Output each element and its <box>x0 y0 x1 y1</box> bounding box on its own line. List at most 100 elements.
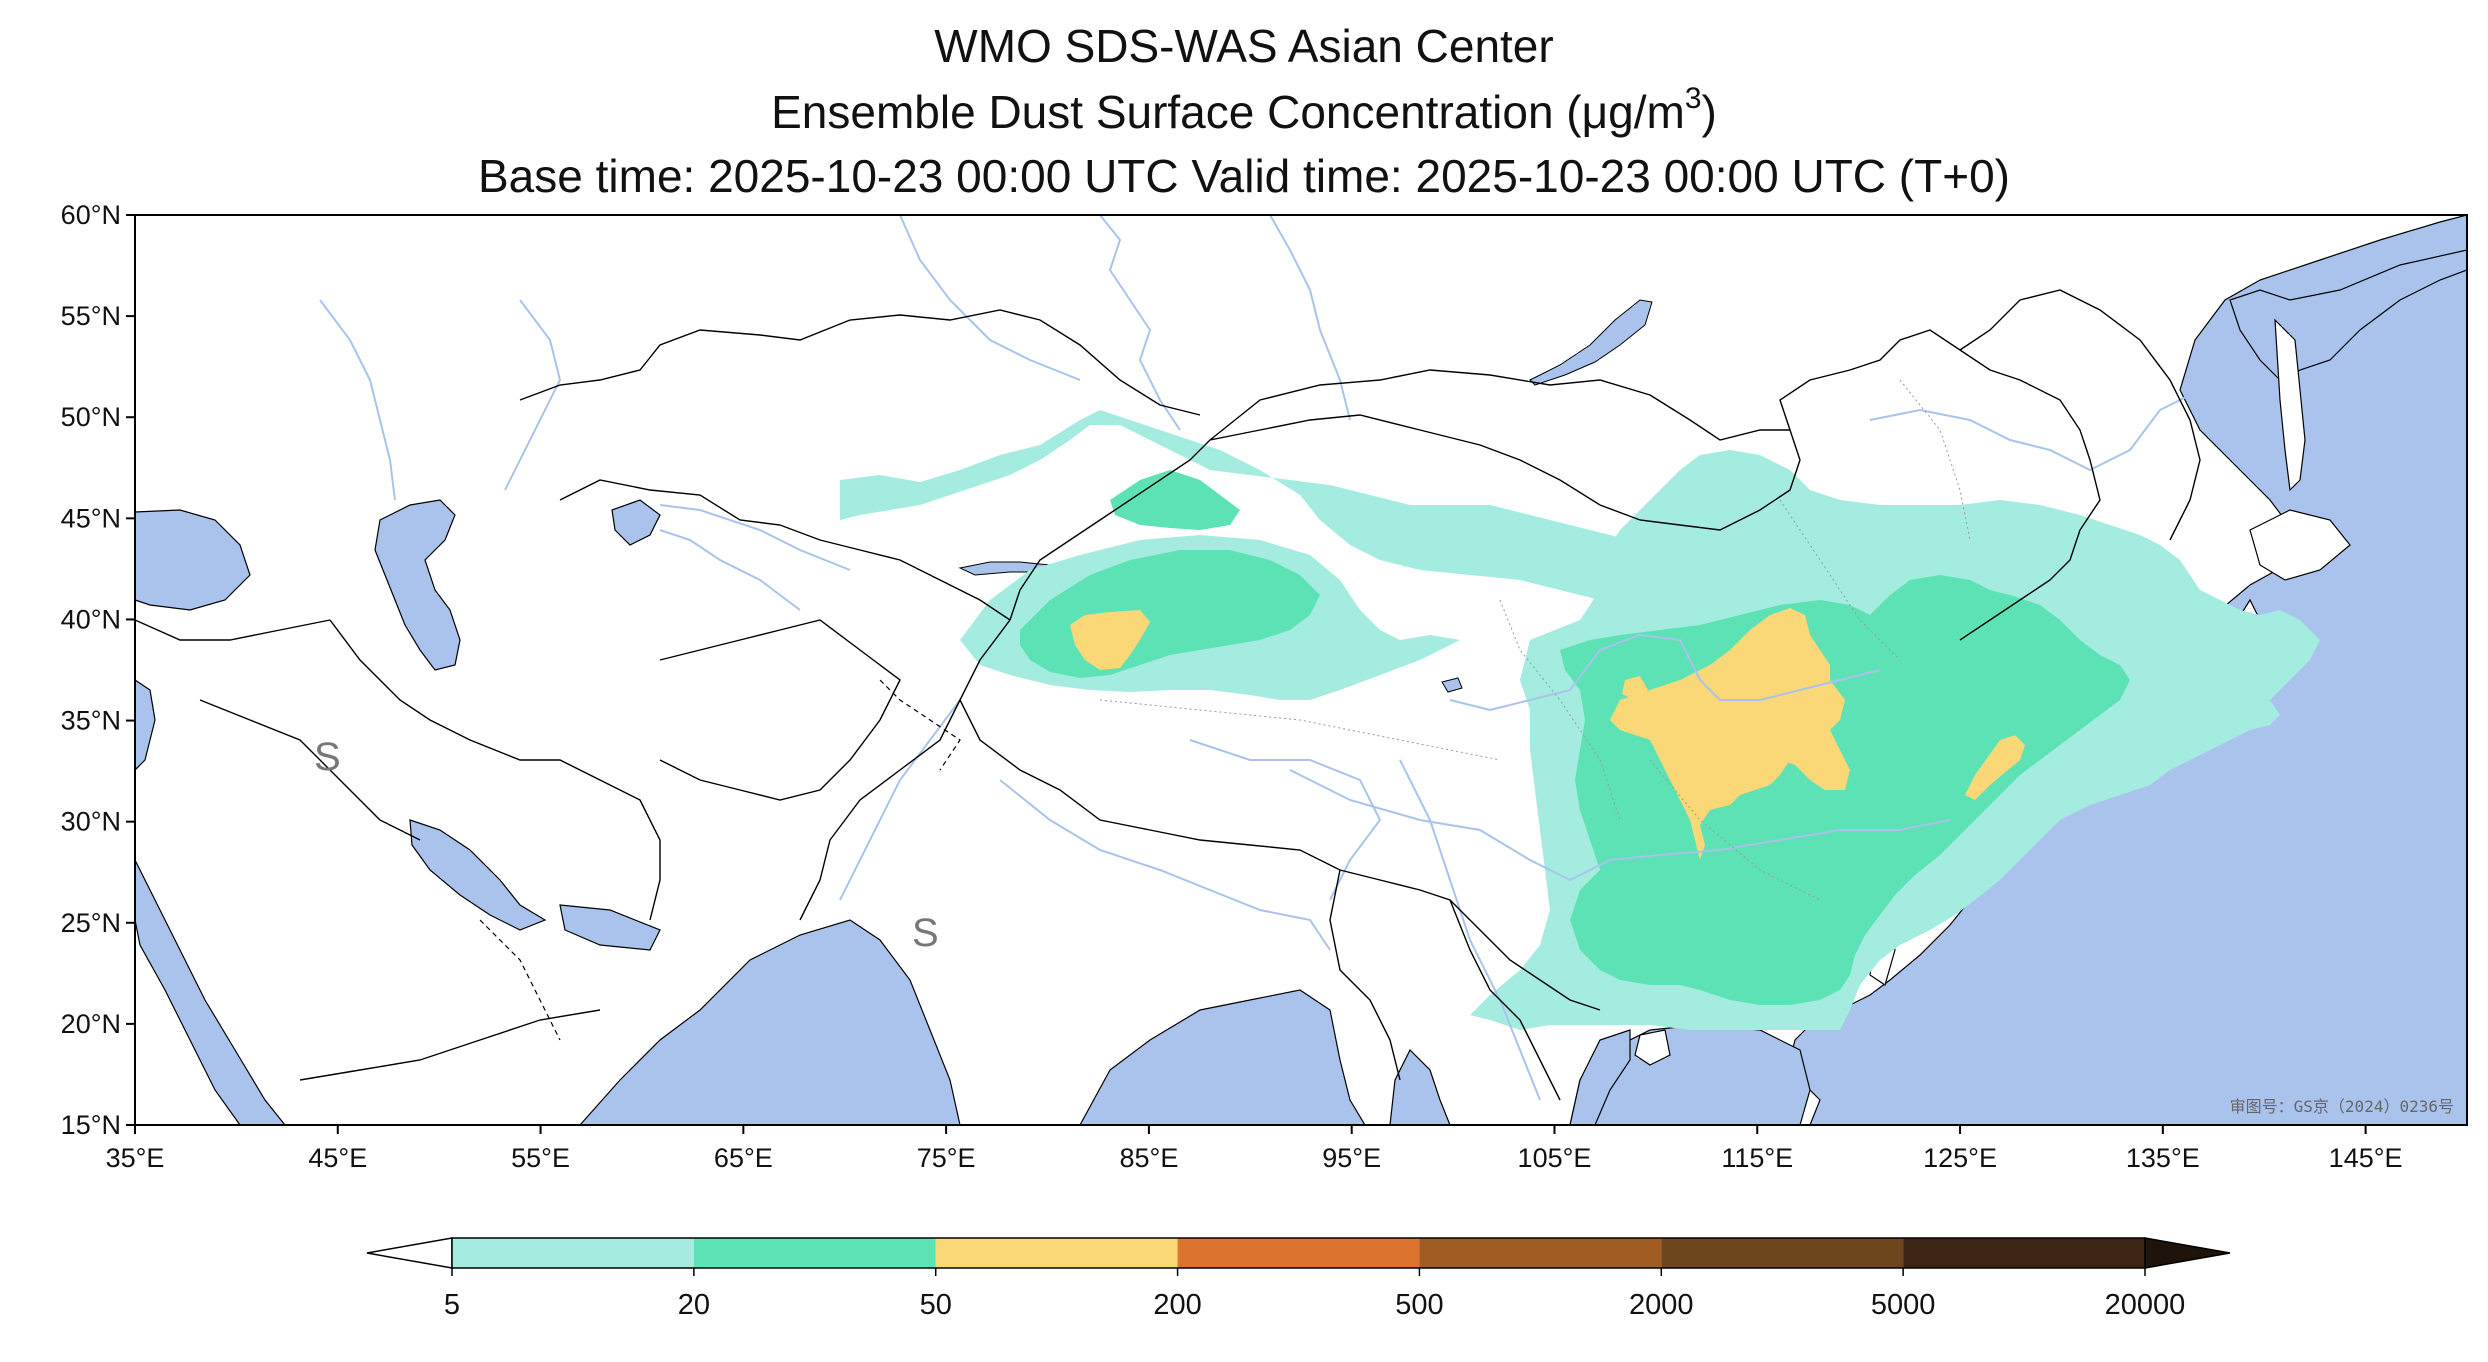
province-border-1 <box>1099 699 1501 761</box>
lat-tick-label: 50°N <box>61 402 121 432</box>
lon-tick-label: 125°E <box>1923 1143 1997 1173</box>
river-irtysh <box>899 215 1081 381</box>
border-india-pakistan <box>799 699 961 921</box>
river-mekong <box>1399 759 1541 1101</box>
dust-region-50-200-loess <box>1610 608 1850 860</box>
lon-tick-label: 55°E <box>511 1143 570 1173</box>
lat-tick-label: 40°N <box>61 604 121 634</box>
river-brahmaputra <box>1189 739 1382 901</box>
red-sea <box>135 859 286 1125</box>
border-turkey <box>135 619 331 641</box>
bay-of-bengal <box>1079 989 1366 1125</box>
colorbar-segment <box>935 1238 1178 1268</box>
colorbar-over-arrow <box>2144 1237 2231 1269</box>
dust-region-50-200-central <box>1740 690 1800 765</box>
lon-tick-label: 145°E <box>2329 1143 2403 1173</box>
unit-mu: μ <box>1581 86 1609 138</box>
title-line-2: Ensemble Dust Surface Concentration (μg/… <box>0 84 2488 140</box>
title-line-1: WMO SDS-WAS Asian Center <box>934 20 1554 72</box>
river-yangtze <box>1289 769 1951 882</box>
colorbar-segment <box>1661 1238 1904 1268</box>
river-ganges <box>999 779 1331 951</box>
river-ob <box>1099 215 1181 431</box>
map-panel: S S 审图号：GS京（2024）0236号 <box>135 215 2467 1125</box>
colorbar-tick-label: 500 <box>1395 1289 1443 1321</box>
colorbar: 5 20 50 200 500 2000 5000 20000 <box>366 1237 2231 1321</box>
japan-hokkaido <box>2249 509 2351 581</box>
dust-region-50-200-tarim <box>1070 610 1150 670</box>
border-arabia-dashed <box>479 919 561 1041</box>
river-syr <box>659 504 851 571</box>
lon-tick-label: 35°E <box>106 1143 165 1173</box>
colorbar-tick-label: 200 <box>1153 1289 1201 1321</box>
title-line-3: Base time: 2025-10-23 00:00 UTC Valid ti… <box>478 150 2010 202</box>
border-saudi-yemen <box>299 1009 601 1081</box>
lat-tick-label: 20°N <box>61 1009 121 1039</box>
map-frame <box>134 214 2468 1126</box>
watermark-stamp-1: S <box>314 735 341 779</box>
country-borders <box>135 289 2201 1101</box>
sakhalin <box>2274 318 2306 492</box>
colorbar-segment <box>1419 1238 1662 1268</box>
lat-tick-label: 25°N <box>61 908 121 938</box>
river-amur <box>1869 389 2201 472</box>
mediterranean-sea <box>135 679 156 771</box>
colorbar-segment <box>1903 1238 2145 1268</box>
lat-tick-label: 45°N <box>61 503 121 533</box>
gulf-of-tonkin <box>1569 1029 1631 1125</box>
colorbar-tick-label: 2000 <box>1629 1289 1694 1321</box>
province-border-4 <box>1779 499 1901 661</box>
lon-tick-label: 95°E <box>1322 1143 1381 1173</box>
border-iran <box>329 619 661 921</box>
lat-tick-label: 60°N <box>61 200 121 230</box>
river-amu <box>659 529 801 611</box>
border-iraq-saudi <box>199 699 421 841</box>
border-kashmir-dashed <box>879 679 961 771</box>
aral-sea <box>611 499 661 546</box>
rivers <box>319 215 2201 1101</box>
border-myanmar <box>1329 869 1401 1081</box>
lon-tick-label: 135°E <box>2126 1143 2200 1173</box>
colorbar-tick-label: 5000 <box>1871 1289 1936 1321</box>
dust-region-20-50-dzungaria <box>1110 470 1240 530</box>
caspian-sea <box>374 499 461 671</box>
border-kazakhstan-south <box>559 479 1011 621</box>
dust-region-5-20-west <box>840 410 1680 610</box>
disputed-borders <box>479 679 961 1041</box>
lon-tick-label: 85°E <box>1119 1143 1178 1173</box>
river-indus <box>839 699 961 901</box>
arabian-sea <box>579 919 961 1125</box>
lat-tick-label: 15°N <box>61 1110 121 1140</box>
lon-tick-label: 45°E <box>308 1143 367 1173</box>
border-russia-kazakhstan <box>519 309 1201 416</box>
lat-tick-label: 30°N <box>61 807 121 837</box>
province-border-5 <box>1899 379 1971 541</box>
andaman-sea <box>1389 1048 1451 1125</box>
colorbar-tick-label: 20000 <box>2105 1289 2186 1321</box>
title-line-2-suffix: ) <box>1701 86 1717 138</box>
colorbar-outline <box>451 1237 2146 1269</box>
colorbar-tick-label: 20 <box>678 1289 710 1321</box>
map-approval-number: 审图号：GS京（2024）0236号 <box>2230 1097 2454 1116</box>
longitude-ticks: 35°E 45°E 55°E 65°E 75°E 85°E 95°E 105°E 115°E 12… <box>106 1125 2403 1173</box>
lon-tick-label: 75°E <box>917 1143 976 1173</box>
gulf-of-oman <box>559 904 661 951</box>
hainan <box>1634 1029 1671 1066</box>
dust-region-50-200-small <box>1622 676 1648 700</box>
province-borders <box>1099 379 1971 901</box>
border-china-north <box>1009 329 2101 641</box>
watermark-stamp-2: S <box>912 911 939 955</box>
title-line-2-prefix: Ensemble Dust Surface Concentration ( <box>771 86 1582 138</box>
border-afghanistan <box>659 619 901 801</box>
qinghai-lake <box>1441 677 1463 693</box>
border-china-south <box>959 619 1601 1011</box>
lon-tick-label: 65°E <box>714 1143 773 1173</box>
province-border-2 <box>1499 599 1621 821</box>
river-yellow <box>1449 633 1881 712</box>
lake-baikal <box>1529 299 1653 386</box>
dust-region-50-200-jiangsu <box>1965 735 2025 800</box>
unit-rest: g/m <box>1608 86 1685 138</box>
lon-tick-label: 105°E <box>1518 1143 1592 1173</box>
colorbar-segment <box>693 1238 936 1268</box>
